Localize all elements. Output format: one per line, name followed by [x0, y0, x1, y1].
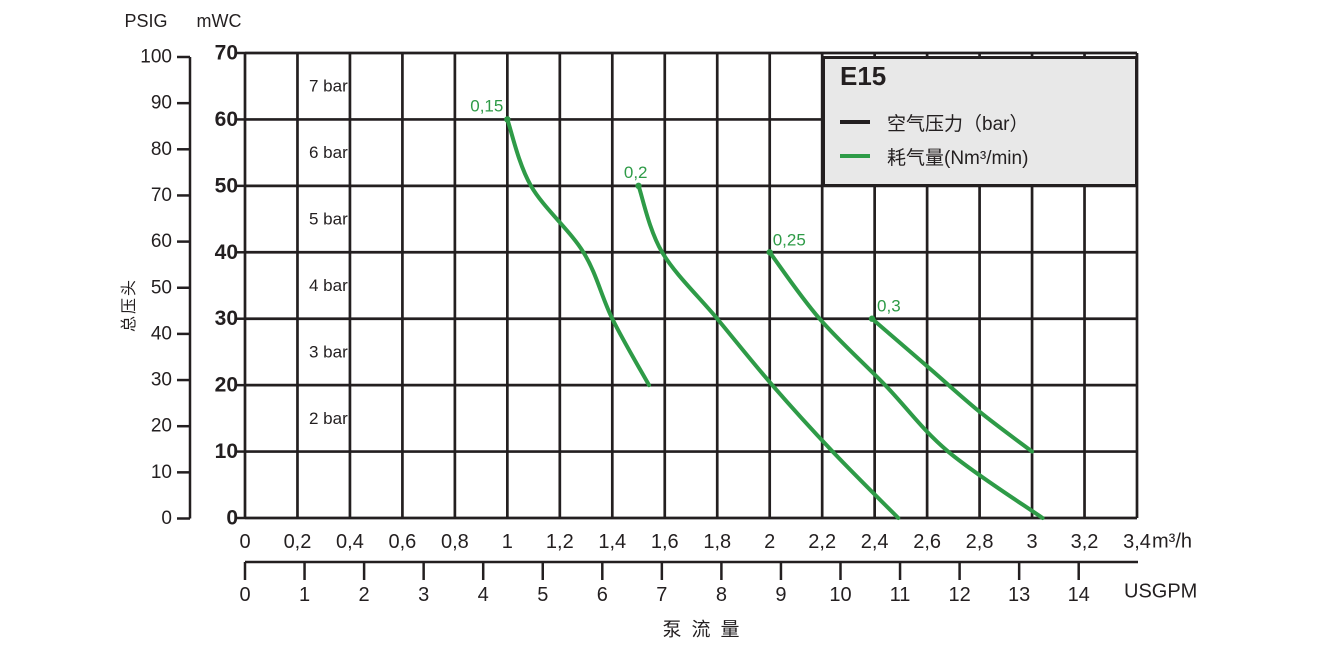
psig-tick-label: 40 [151, 323, 172, 344]
m3h-tick-label: 1 [502, 531, 513, 553]
m3h-tick-label: 2 [764, 531, 775, 553]
air-pressure-row-label: 2 bar [309, 409, 348, 428]
m3h-tick-label: 1,6 [651, 531, 679, 553]
usgpm-tick-label: 13 [1008, 584, 1030, 606]
curve-label: 0,25 [773, 230, 806, 249]
usgpm-tick-label: 1 [299, 584, 310, 606]
air-pressure-row-label: 6 bar [309, 143, 348, 162]
air-consumption-line-swatch [840, 154, 870, 158]
m3h-tick-label: 2,8 [966, 531, 994, 553]
legend-item-label: 耗气量(Nm³/min) [887, 147, 1029, 169]
m3h-tick-label: 0 [239, 531, 250, 553]
legend-item-air-pressure: 空气压力（bar） [840, 111, 1029, 135]
m3h-tick-label: 2,2 [808, 531, 836, 553]
curve-label: 0,3 [877, 297, 901, 316]
psig-axis-title: PSIG [124, 11, 168, 31]
mwc-tick-label: 40 [215, 241, 238, 264]
mwc-tick-label: 20 [215, 374, 238, 397]
usgpm-tick-label: 3 [418, 584, 429, 606]
psig-tick-label: 30 [151, 370, 172, 391]
psig-tick-label: 80 [151, 139, 172, 160]
air-pressure-row-label: 5 bar [309, 210, 348, 229]
curve-start-dot [868, 315, 876, 322]
psig-tick-label: 0 [161, 508, 172, 529]
usgpm-tick-label: 12 [948, 584, 970, 606]
mwc-tick-label: 60 [215, 108, 238, 131]
air-pressure-row-label: 4 bar [309, 276, 348, 295]
usgpm-tick-label: 7 [656, 584, 667, 606]
m3h-tick-label: 3 [1026, 531, 1037, 553]
m3h-tick-label: 1,2 [546, 531, 574, 553]
psig-tick-label: 90 [151, 93, 172, 114]
usgpm-unit-label: USGPM [1124, 580, 1198, 603]
consumption-curve-0,3 [870, 316, 1035, 454]
psig-tick-label: 100 [140, 47, 172, 68]
mwc-tick-label: 10 [215, 440, 238, 463]
psig-tick-label: 70 [151, 185, 172, 206]
usgpm-tick-label: 2 [359, 584, 370, 606]
usgpm-tick-label: 8 [716, 584, 727, 606]
consumption-curve-0,2 [636, 183, 901, 520]
mwc-tick-label: 0 [226, 507, 238, 530]
curve-label: 0,2 [624, 163, 648, 182]
consumption-curve-0,25 [767, 250, 1045, 520]
usgpm-tick-label: 0 [239, 584, 250, 606]
legend-box: E15 空气压力（bar） 耗气量(Nm³/min) [822, 56, 1138, 187]
m3h-tick-label: 1,8 [703, 531, 731, 553]
curve-start-dot [504, 116, 511, 123]
curve-start-dot [766, 249, 773, 256]
psig-tick-label: 50 [151, 277, 172, 298]
y-axis-label: 总压头 [121, 277, 138, 333]
m3h-tick-label: 0,6 [389, 531, 417, 553]
m3h-tick-label: 0,4 [336, 531, 364, 553]
x-axis-label: 泵流量 [662, 619, 750, 641]
mwc-tick-label: 30 [215, 307, 238, 330]
usgpm-tick-label: 9 [775, 584, 786, 606]
m3h-tick-label: 3,2 [1071, 531, 1099, 553]
usgpm-tick-label: 5 [537, 584, 548, 606]
mwc-tick-label: 50 [215, 174, 238, 197]
psig-tick-label: 60 [151, 231, 172, 252]
air-pressure-row-label: 3 bar [309, 342, 348, 361]
legend-item-label: 空气压力（bar） [887, 113, 1029, 135]
mwc-tick-label: 70 [215, 42, 238, 65]
air-pressure-row-label: 7 bar [309, 77, 348, 96]
legend-title: E15 [840, 61, 887, 91]
curve-start-dot [635, 182, 642, 190]
usgpm-tick-label: 6 [597, 584, 608, 606]
legend-item-air-consumption: 耗气量(Nm³/min) [840, 145, 1029, 169]
psig-tick-label: 10 [151, 462, 172, 483]
curve-label: 0,15 [470, 96, 503, 115]
m3h-tick-label: 1,4 [598, 531, 626, 553]
m3h-tick-label: 0,2 [284, 531, 312, 553]
m3h-unit-label: m³/h [1152, 530, 1192, 553]
air-pressure-line-swatch [840, 120, 870, 124]
consumption-curve-0,15 [505, 117, 652, 388]
m3h-tick-label: 2,6 [913, 531, 941, 553]
m3h-tick-label: 3,4 [1123, 531, 1151, 553]
m3h-tick-label: 2,4 [861, 531, 889, 553]
usgpm-tick-label: 4 [478, 584, 489, 606]
usgpm-tick-label: 14 [1068, 584, 1090, 606]
mwc-axis-title: mWC [196, 11, 242, 31]
m3h-tick-label: 0,8 [441, 531, 469, 553]
usgpm-tick-label: 11 [890, 584, 911, 606]
usgpm-tick-label: 10 [829, 584, 851, 606]
psig-tick-label: 20 [151, 416, 172, 437]
